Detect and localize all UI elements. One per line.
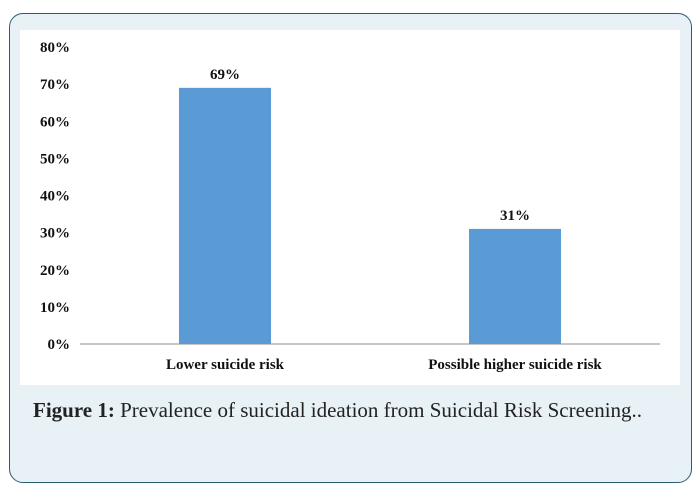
data-label: 69% [210, 67, 240, 83]
bar [469, 228, 561, 344]
y-tick-label: 40% [40, 189, 70, 205]
figure-label: Figure 1: [33, 398, 115, 422]
y-tick-label: 80% [40, 40, 70, 56]
bar-chart: 0% 10% 20% 30% 40% 50% 60% 70% 80% 69% Lower suici… [40, 40, 660, 373]
y-tick-label: 30% [40, 226, 70, 242]
x-category-label: Possible higher suicide risk [428, 357, 602, 373]
data-label: 31% [500, 208, 530, 224]
y-tick-label: 20% [40, 263, 70, 279]
y-tick-label: 50% [40, 151, 70, 167]
y-tick-label: 0% [48, 337, 71, 353]
figure-caption: Figure 1: Prevalence of suicidal ideatio… [33, 396, 663, 424]
x-category-label: Lower suicide risk [166, 357, 285, 373]
y-tick-label: 10% [40, 300, 70, 316]
bar [179, 87, 271, 345]
y-tick-label: 60% [40, 114, 70, 130]
chart-area: 0% 10% 20% 30% 40% 50% 60% 70% 80% 69% Lower suici… [20, 30, 680, 385]
figure-caption-text: Prevalence of suicidal ideation from Sui… [120, 398, 643, 422]
y-tick-label: 70% [40, 77, 70, 93]
